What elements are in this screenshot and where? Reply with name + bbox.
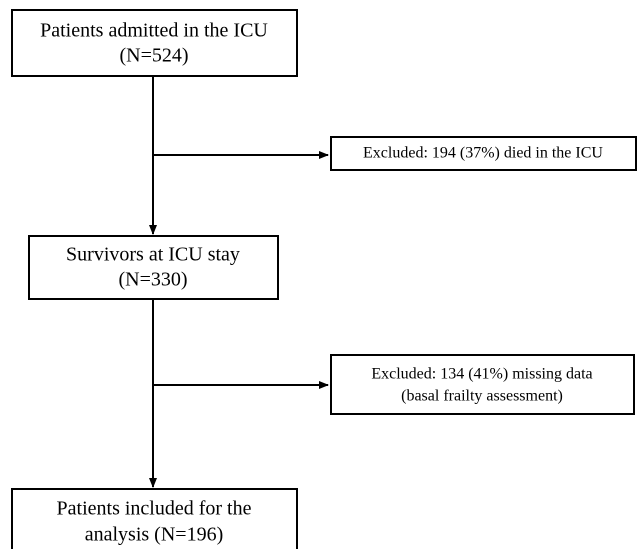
node-text: Patients included for the <box>57 498 252 520</box>
node-box <box>11 9 298 77</box>
node-text: (N=524) <box>119 45 188 67</box>
node-text: Excluded: 134 (41%) missing data <box>371 366 592 383</box>
node-box <box>11 488 298 549</box>
node-text: analysis (N=196) <box>85 524 223 546</box>
node-box <box>330 136 637 171</box>
node-text: Patients admitted in the ICU <box>40 20 268 42</box>
node-text: (N=330) <box>118 269 187 291</box>
node-text: Survivors at ICU stay <box>66 244 240 266</box>
node-box <box>28 235 279 300</box>
node-box <box>330 354 635 415</box>
node-text: Excluded: 194 (37%) died in the ICU <box>363 145 603 162</box>
node-text: (basal frailty assessment) <box>401 388 563 405</box>
